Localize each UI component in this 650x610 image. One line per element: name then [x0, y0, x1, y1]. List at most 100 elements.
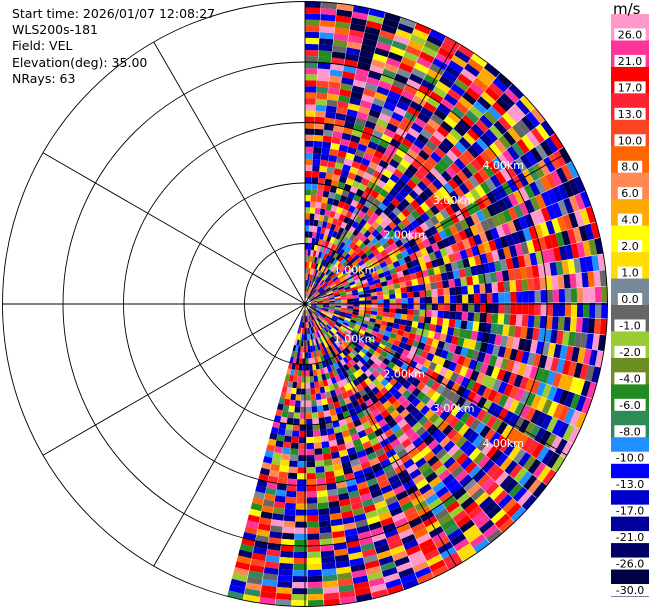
velocity-gate — [404, 193, 415, 204]
velocity-gate — [561, 259, 570, 275]
velocity-gate — [309, 280, 313, 287]
velocity-gate — [480, 303, 487, 313]
velocity-gate — [443, 287, 450, 296]
velocity-gate — [328, 154, 338, 163]
velocity-gate — [473, 234, 483, 246]
velocity-gate — [313, 134, 323, 142]
velocity-gate — [534, 224, 544, 239]
velocity-gate — [352, 311, 359, 316]
velocity-gate — [330, 223, 337, 231]
velocity-gate — [373, 150, 384, 160]
velocity-gate — [325, 222, 332, 230]
velocity-gate — [347, 172, 357, 181]
velocity-gate — [462, 238, 471, 250]
velocity-gate — [491, 201, 503, 215]
velocity-gate — [378, 80, 392, 91]
velocity-gate — [401, 249, 410, 258]
elevation-text: Elevation(deg): 35.00 — [12, 54, 148, 70]
velocity-gate — [379, 228, 388, 238]
velocity-gate — [319, 32, 334, 40]
velocity-gate — [401, 56, 417, 68]
velocity-gate — [315, 98, 327, 106]
velocity-gate — [345, 238, 353, 247]
velocity-gate — [385, 258, 393, 266]
velocity-gate — [365, 20, 383, 30]
velocity-gate — [374, 252, 383, 261]
velocity-gate — [342, 243, 349, 251]
velocity-gate — [374, 124, 386, 134]
velocity-gate — [410, 199, 420, 210]
velocity-gate — [367, 14, 384, 25]
velocity-gate — [524, 150, 538, 166]
velocity-gate — [418, 283, 426, 291]
velocity-gate — [351, 11, 369, 21]
velocity-gate — [318, 177, 326, 185]
velocity-gate — [406, 285, 414, 293]
velocity-gate — [387, 263, 395, 271]
velocity-gate — [501, 222, 512, 236]
velocity-gate — [305, 122, 315, 129]
velocity-gate — [544, 329, 552, 343]
velocity-gate — [506, 146, 520, 161]
velocity-gate — [547, 248, 556, 263]
velocity-gate — [305, 134, 314, 141]
velocity-gate — [395, 293, 402, 299]
velocity-gate — [320, 153, 330, 161]
velocity-gate — [497, 198, 508, 212]
velocity-gate — [312, 289, 317, 295]
velocity-gate — [400, 286, 408, 294]
velocity-gate — [350, 17, 367, 27]
velocity-gate — [330, 204, 338, 213]
velocity-gate — [595, 302, 602, 319]
velocity-gate — [474, 293, 481, 304]
velocity-gate — [338, 288, 346, 293]
velocity-gate — [351, 180, 361, 189]
velocity-gate — [348, 241, 356, 249]
velocity-gate — [316, 92, 328, 100]
velocity-gate — [316, 257, 321, 264]
velocity-gate — [395, 308, 402, 314]
velocity-gate — [518, 201, 530, 216]
velocity-gate — [424, 228, 433, 239]
velocity-gate — [435, 52, 451, 66]
velocity-gate — [344, 262, 351, 269]
velocity-gate — [489, 271, 498, 283]
velocity-gate — [420, 201, 430, 212]
velocity-gate — [376, 311, 384, 317]
colorbar-tick-label: 1.0 — [621, 267, 639, 280]
velocity-gate — [513, 190, 525, 204]
velocity-gate — [340, 266, 347, 273]
velocity-gate — [331, 230, 338, 239]
velocity-gate — [585, 333, 594, 350]
velocity-gate — [444, 205, 455, 217]
velocity-gate — [433, 190, 445, 201]
velocity-gate — [428, 252, 437, 261]
velocity-gate — [329, 300, 336, 303]
velocity-gate — [417, 241, 426, 251]
velocity-gate — [526, 131, 540, 147]
velocity-gate — [406, 78, 421, 90]
colorbar-tick-label: 8.0 — [621, 161, 639, 174]
velocity-gate — [316, 86, 329, 94]
velocity-gate — [433, 146, 446, 159]
velocity-gate — [497, 248, 506, 261]
velocity-gate — [417, 277, 425, 285]
velocity-gate — [364, 249, 373, 257]
velocity-gate — [359, 303, 366, 307]
velocity-gate — [456, 170, 469, 183]
velocity-gate — [385, 274, 393, 281]
velocity-gate — [352, 292, 359, 296]
velocity-gate — [317, 301, 324, 304]
velocity-gate — [325, 111, 336, 119]
velocity-gate — [334, 225, 341, 233]
velocity-gate — [441, 325, 449, 335]
velocity-gate — [305, 237, 309, 244]
velocity-gate — [326, 278, 333, 285]
velocity-gate — [389, 298, 396, 304]
velocity-gate — [469, 188, 481, 201]
velocity-gate — [322, 253, 328, 261]
velocity-gate — [468, 303, 475, 313]
velocity-gate — [367, 280, 375, 286]
velocity-gate — [323, 215, 330, 223]
velocity-gate — [429, 91, 444, 104]
